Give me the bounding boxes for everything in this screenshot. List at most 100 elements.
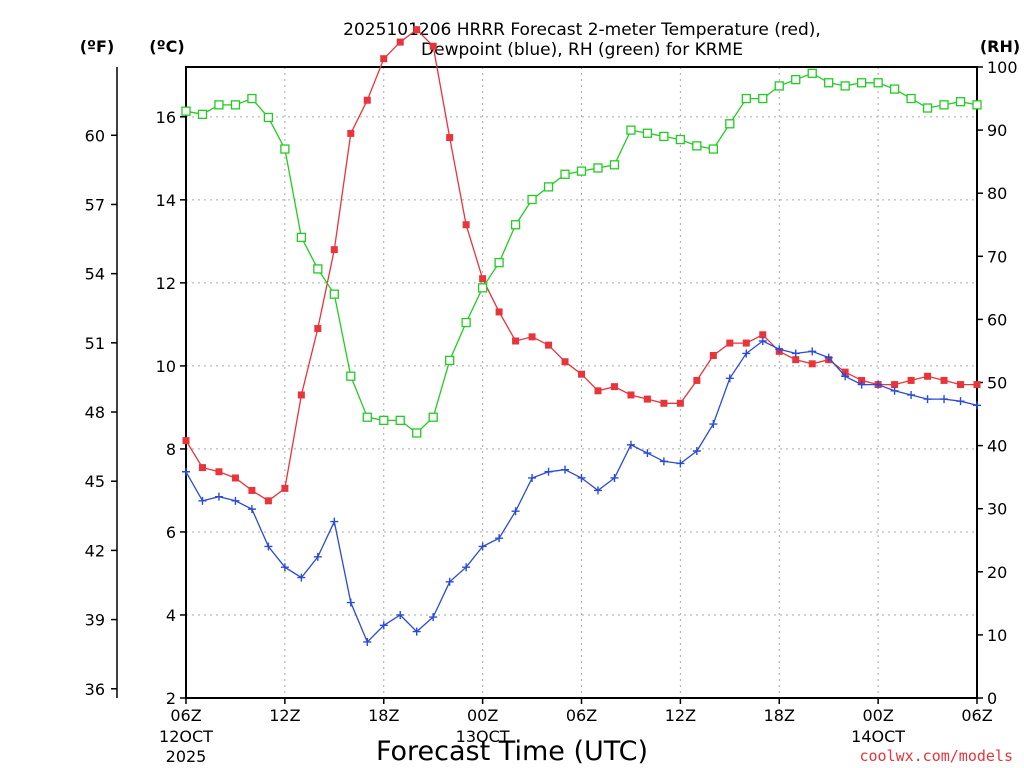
data-point xyxy=(626,125,636,135)
celsius-tick-label: 14 xyxy=(156,191,176,210)
axes xyxy=(111,66,983,704)
data-point xyxy=(445,577,454,586)
data-point xyxy=(510,220,521,230)
data-point xyxy=(494,257,504,268)
data-point xyxy=(247,505,256,514)
data-point xyxy=(346,598,355,607)
data-point xyxy=(923,395,932,404)
data-point xyxy=(413,26,421,34)
chart-title-line2: Dewpoint (blue), RH (green) for KRME xyxy=(421,40,743,60)
data-point xyxy=(280,563,289,572)
fahrenheit-tick-label: 39 xyxy=(85,611,105,630)
data-point xyxy=(280,144,290,154)
data-point xyxy=(907,390,916,399)
data-point xyxy=(873,78,883,88)
data-point xyxy=(774,81,784,91)
data-point xyxy=(412,428,422,438)
data-point xyxy=(939,100,949,110)
data-point xyxy=(347,129,355,137)
data-point xyxy=(610,473,619,482)
data-point xyxy=(495,534,504,543)
data-point xyxy=(676,399,684,407)
data-point xyxy=(808,360,816,368)
celsius-tick-label: 8 xyxy=(166,440,176,459)
fahrenheit-tick-label: 36 xyxy=(85,680,105,699)
data-point xyxy=(643,395,651,403)
data-point xyxy=(396,610,405,619)
data-point xyxy=(561,465,570,474)
data-point xyxy=(890,386,899,395)
x-tick-date-label: 12OCT xyxy=(159,727,213,746)
data-point xyxy=(856,78,867,88)
data-point xyxy=(659,457,668,466)
celsius-tick-label: 12 xyxy=(156,274,176,293)
data-point xyxy=(296,232,307,243)
data-point xyxy=(692,141,702,151)
data-point xyxy=(758,93,768,104)
rh-unit-label: (RH) xyxy=(980,37,1020,56)
data-point xyxy=(446,134,454,142)
data-point xyxy=(511,507,520,516)
data-point xyxy=(955,97,966,107)
x-tick-label: 18Z xyxy=(764,706,795,725)
data-point xyxy=(725,119,735,129)
data-point xyxy=(576,166,587,176)
data-point xyxy=(197,109,208,119)
data-point xyxy=(626,440,635,449)
data-point xyxy=(181,106,191,116)
fahrenheit-tick-label: 51 xyxy=(85,334,105,353)
data-point xyxy=(528,473,537,482)
data-point xyxy=(477,283,488,293)
data-point xyxy=(907,376,915,384)
data-point xyxy=(329,289,339,299)
data-point xyxy=(841,372,850,381)
data-point xyxy=(957,381,965,389)
x-tick-label: 06Z xyxy=(566,706,597,725)
data-point xyxy=(708,144,718,154)
data-point xyxy=(858,376,866,384)
x-axis-label: Forecast Time (UTC) xyxy=(376,736,648,767)
rh-tick-label: 30 xyxy=(987,500,1007,519)
data-point xyxy=(857,380,866,389)
chart-title-line1: 2025101206 HRRR Forecast 2-meter Tempera… xyxy=(343,20,821,40)
data-point xyxy=(429,613,438,622)
data-point xyxy=(330,246,338,254)
data-point xyxy=(362,412,372,422)
data-point xyxy=(263,112,274,123)
data-point xyxy=(545,341,553,349)
rh-tick-label: 10 xyxy=(987,626,1007,645)
data-point xyxy=(462,563,471,572)
data-point xyxy=(561,358,569,366)
data-point xyxy=(594,387,602,395)
data-point xyxy=(973,401,981,410)
data-point xyxy=(297,573,306,582)
data-point xyxy=(610,383,618,391)
data-point xyxy=(478,542,487,551)
data-point xyxy=(281,484,289,492)
watermark: coolwx.com/models xyxy=(859,747,1013,765)
data-point xyxy=(346,371,356,381)
data-point xyxy=(593,163,603,173)
fahrenheit-unit-label: (ºF) xyxy=(80,37,115,56)
data-point xyxy=(396,38,404,46)
celsius-tick-label: 4 xyxy=(166,606,176,625)
data-point xyxy=(264,497,272,505)
data-point xyxy=(726,339,734,347)
celsius-tick-label: 2 xyxy=(166,689,176,708)
data-point xyxy=(363,637,372,646)
celsius-unit-label: (ºC) xyxy=(149,37,184,56)
celsius-tick-label: 16 xyxy=(156,108,176,127)
data-point xyxy=(248,486,256,494)
data-point xyxy=(264,542,273,551)
data-point xyxy=(906,93,916,104)
celsius-tick-label: 10 xyxy=(156,357,176,376)
data-point xyxy=(363,96,371,104)
data-point xyxy=(643,449,652,458)
data-point xyxy=(660,399,668,407)
data-point xyxy=(808,347,817,356)
fahrenheit-tick-label: 54 xyxy=(85,265,105,284)
data-point xyxy=(182,437,190,445)
x-tick-label: 06Z xyxy=(170,706,201,725)
data-point xyxy=(891,381,899,389)
